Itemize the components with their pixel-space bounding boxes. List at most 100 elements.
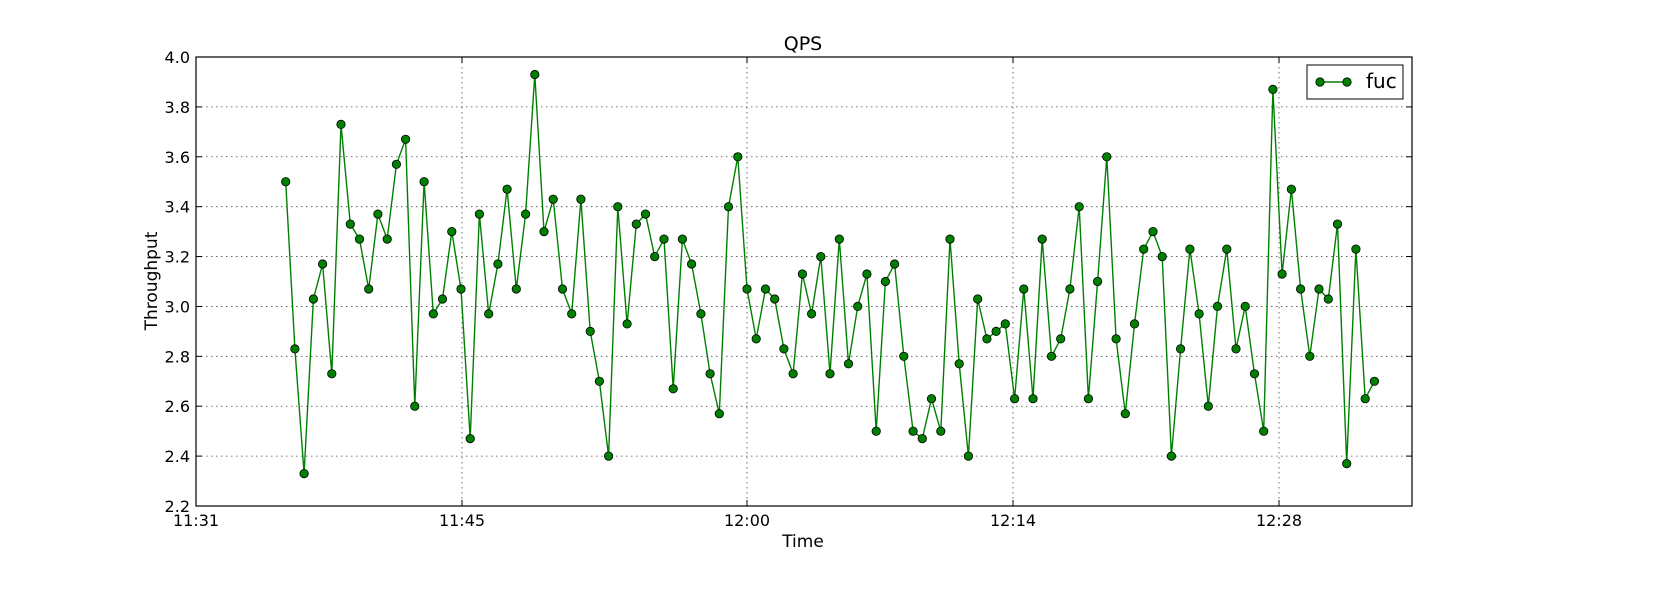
data-point [1323,294,1333,304]
data-point [1332,219,1343,229]
data-point [973,294,983,304]
data-point [520,209,531,219]
x-tick-label: 11:45 [439,511,485,530]
y-axis-title: Throughput [142,231,162,331]
data-point [1231,344,1241,354]
data-point [917,433,927,444]
data-point [419,177,429,187]
data-point [1065,284,1075,294]
data-point [945,234,955,244]
data-point [1056,334,1066,344]
data-point [1009,394,1020,404]
data-point [1074,202,1084,212]
data-point [779,344,789,354]
x-tick-label: 12:00 [724,511,770,530]
data-point [889,259,900,269]
data-point [345,219,355,229]
data-point [1028,394,1038,404]
data-point [954,359,964,369]
data-point [622,319,632,329]
data-point [354,234,365,244]
data-point [502,184,512,194]
legend-marker [1342,77,1352,87]
data-point [1249,369,1260,379]
data-point [308,294,318,304]
y-tick-label: 2.6 [165,397,190,416]
x-tick-label: 11:31 [173,511,219,530]
data-point [659,234,669,244]
data-point [696,309,706,319]
data-point [843,359,854,369]
y-tick-label: 3.2 [165,248,190,267]
data-point [391,159,401,169]
data-point [1305,351,1315,361]
data-point [871,426,881,436]
data-point [677,234,688,244]
data-point [1120,409,1130,419]
y-tick-label: 2.4 [165,447,190,466]
plot-frame [195,56,1413,507]
data-point [474,209,484,219]
data-point [770,294,780,304]
legend-label: fuc [1366,69,1397,93]
data-point [373,209,383,219]
data-point [594,376,605,386]
x-tick-label: 12:28 [1256,511,1302,530]
data-point [714,409,724,419]
data-point [1139,244,1149,254]
data-point [1351,244,1361,254]
x-tick-label: 12:14 [990,511,1036,530]
y-tick-label: 2.2 [165,497,190,516]
data-point [806,309,817,319]
data-point [603,451,614,461]
data-point [447,227,457,237]
data-point [400,134,411,144]
data-point [1129,319,1140,329]
data-point [788,369,798,379]
data-point [548,194,558,204]
data-point [1369,376,1380,386]
data-point [1000,319,1010,329]
y-tick-label: 4.0 [165,48,190,67]
data-point [853,301,863,311]
data-point [899,351,909,361]
data-point [1194,309,1204,319]
data-point [1222,244,1232,254]
data-point [760,284,771,294]
data-point [1046,351,1057,361]
data-point [742,284,752,294]
data-point [1176,344,1186,354]
series-fuc [281,69,1380,479]
data-point [1185,244,1195,254]
data-point [834,234,844,244]
data-point [281,177,291,187]
data-point [926,394,937,404]
data-point [650,252,660,262]
data-point [705,369,715,379]
data-point [936,426,946,436]
y-tick-label: 2.8 [165,347,190,366]
data-point [557,284,568,294]
data-point [668,384,678,394]
data-point [1148,227,1158,237]
data-point [1157,252,1167,262]
data-point [299,468,309,479]
data-point [982,334,992,344]
data-point [336,119,346,130]
data-point [733,152,743,162]
data-point [991,326,1001,336]
data-point [484,309,494,319]
chart-title: QPS [784,33,822,55]
data-point [723,202,734,212]
data-point [963,451,974,461]
data-point [1314,284,1324,294]
data-point [539,227,549,237]
data-point [751,334,761,344]
data-point [1166,451,1177,461]
data-point [364,284,374,294]
data-point [862,269,872,279]
data-point [631,219,641,229]
legend-marker [1315,77,1325,87]
data-point [1360,394,1370,404]
